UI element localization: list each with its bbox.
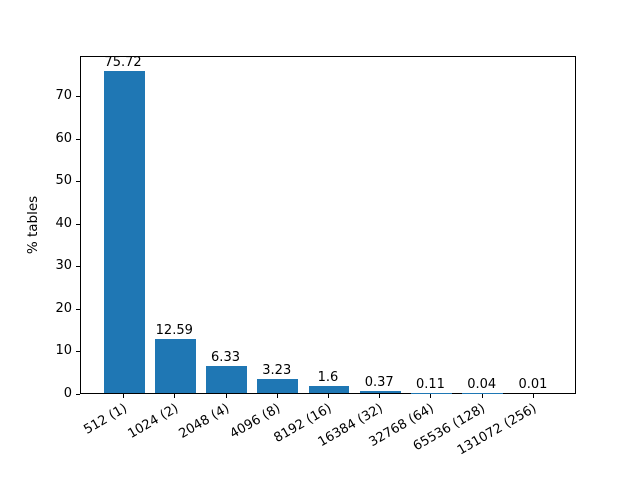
x-tick-label: 512 (1) [81, 401, 130, 438]
bar [206, 366, 247, 393]
y-tick-mark [76, 266, 80, 267]
bar [257, 379, 299, 393]
x-tick-mark [482, 394, 483, 398]
x-tick-mark [174, 394, 175, 398]
x-tick-mark [277, 394, 278, 398]
x-tick-mark [430, 394, 431, 398]
bar [154, 339, 196, 393]
x-tick-mark [379, 394, 380, 398]
bar-value-label: 12.59 [155, 323, 193, 339]
y-tick-mark [76, 96, 80, 97]
y-tick-mark [76, 351, 80, 352]
bar [359, 391, 401, 393]
y-tick-mark [76, 309, 80, 310]
y-tick-label: 50 [55, 173, 72, 189]
y-tick-label: 20 [55, 300, 72, 316]
y-tick-mark [76, 181, 80, 182]
y-tick-label: 40 [55, 215, 72, 231]
bar-value-label: 75.72 [104, 55, 142, 71]
x-tick-mark [533, 394, 534, 398]
bar-value-label: 0.04 [467, 376, 497, 392]
y-tick-label: 60 [55, 130, 72, 146]
y-tick-label: 30 [55, 258, 72, 274]
bar-value-label: 0.37 [364, 375, 394, 391]
y-tick-label: 70 [55, 88, 72, 104]
bar [308, 386, 350, 393]
bar-value-label: 6.33 [211, 350, 240, 366]
y-tick-label: 0 [63, 386, 72, 401]
y-tick-mark [76, 394, 80, 395]
x-tick-label: 1024 (2) [125, 401, 181, 442]
x-tick-mark [123, 394, 124, 398]
x-tick-mark [328, 394, 329, 398]
x-tick-label: 2048 (4) [176, 401, 233, 442]
y-tick-label: 10 [55, 343, 72, 359]
bar-value-label: 3.23 [262, 363, 292, 379]
bar [103, 71, 145, 393]
y-tick-mark [76, 139, 80, 140]
y-tick-mark [76, 224, 80, 225]
bar-value-label: 0.11 [415, 376, 445, 392]
bar-value-label: 0.01 [518, 376, 548, 392]
bar-value-label: 1.6 [317, 370, 339, 386]
plot-area [80, 56, 576, 394]
x-tick-mark [226, 394, 227, 398]
